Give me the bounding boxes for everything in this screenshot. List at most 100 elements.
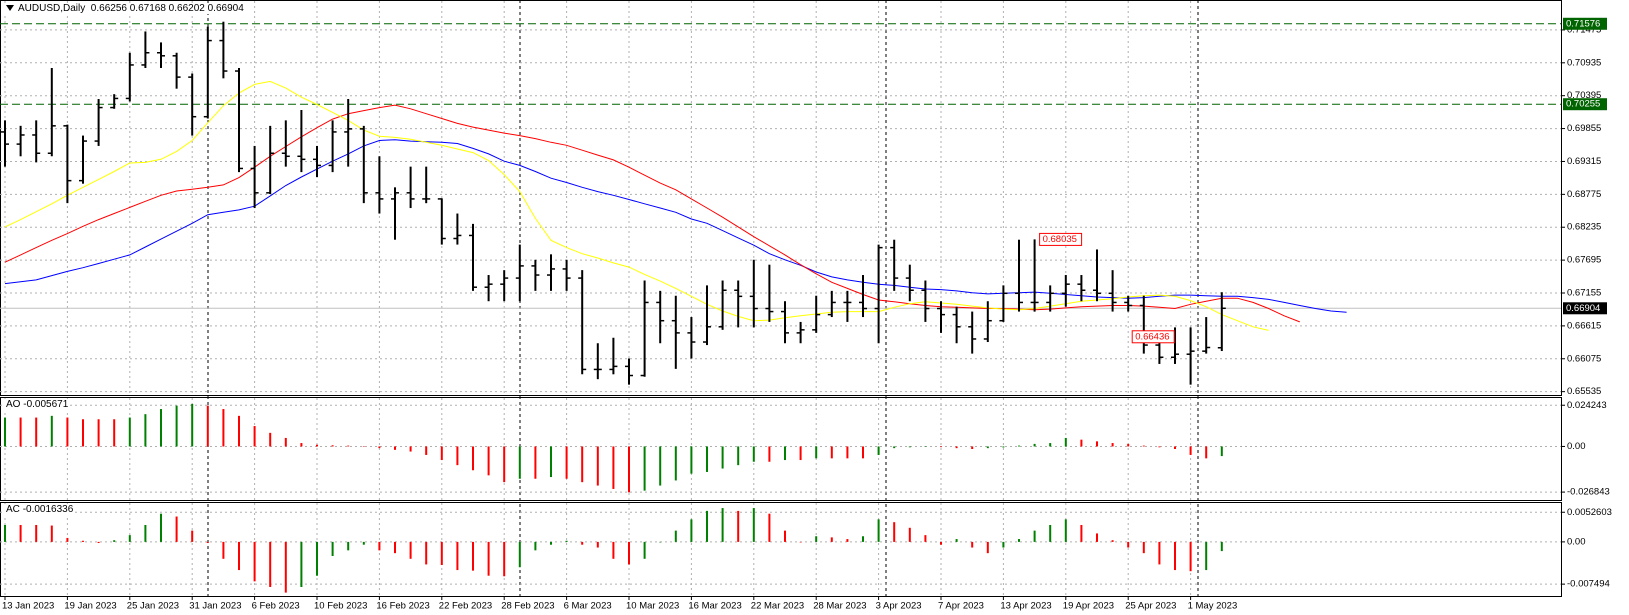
oscillator-bar: [222, 541, 225, 559]
oscillator-bar: [238, 541, 240, 571]
y-tick-label: 0.71475: [1567, 24, 1601, 35]
oscillator-bar: [955, 446, 958, 449]
x-tick-label: 13 Jan 2023: [2, 601, 54, 612]
oscillator-bar: [1049, 443, 1052, 447]
oscillator-bar: [394, 541, 396, 554]
oscillator-bar: [1174, 541, 1176, 571]
oscillator-bar: [612, 446, 615, 489]
oscillator-bar: [565, 540, 568, 542]
oscillator-bar: [1080, 439, 1083, 447]
oscillator-bar: [1174, 446, 1176, 449]
oscillator-bar: [830, 446, 833, 459]
y-tick-label: 0.024243: [1567, 400, 1607, 411]
moving-average: [4, 80, 1269, 331]
oscillator-bar: [35, 524, 38, 542]
oscillator-bar: [1127, 443, 1130, 447]
oscillator-bar: [1018, 445, 1020, 447]
y-tick-label: 0.65535: [1567, 386, 1601, 397]
oscillator-bar: [347, 541, 350, 551]
oscillator-bar: [721, 508, 724, 542]
oscillator-bar: [1111, 540, 1114, 542]
oscillator-bar: [940, 541, 942, 545]
current-price-label: 0.66904: [1566, 303, 1600, 314]
oscillator-bar: [269, 432, 272, 447]
oscillator-bar: [300, 443, 303, 447]
oscillator-bar: [409, 446, 412, 452]
oscillator-bar: [924, 446, 927, 447]
oscillator-bar: [737, 446, 740, 466]
oscillator-bar: [175, 516, 178, 542]
ao-name: AO: [6, 399, 21, 410]
oscillator-bar: [706, 510, 708, 542]
x-tick-label: 10 Mar 2023: [626, 601, 679, 612]
oscillator-bar: [706, 446, 708, 472]
x-tick-label: 22 Feb 2023: [439, 601, 492, 612]
x-tick-label: 31 Jan 2023: [189, 601, 241, 612]
price-annotation: 0.68035: [1043, 234, 1077, 245]
oscillator-bar: [1064, 519, 1067, 542]
ao-header: AO -0.005671: [4, 399, 71, 410]
oscillator-bar: [1033, 530, 1036, 542]
oscillator-bar: [1064, 437, 1067, 447]
oscillator-bar: [518, 446, 521, 479]
oscillator-bar: [97, 541, 100, 544]
y-tick-label: -0.007494: [1567, 579, 1610, 590]
ac-value: -0.0016336: [22, 504, 74, 515]
moving-average: [4, 139, 1347, 313]
oscillator-bar: [440, 446, 443, 461]
x-tick-label: 13 Apr 2023: [1000, 601, 1051, 612]
oscillator-bar: [50, 525, 53, 542]
oscillator-bar: [316, 541, 318, 576]
x-tick-label: 1 May 2023: [1188, 601, 1238, 612]
oscillator-bar: [4, 417, 6, 447]
oscillator-bar: [1189, 446, 1192, 455]
current-price-box: [1563, 302, 1607, 315]
oscillator-bar: [893, 446, 896, 449]
oscillator-bar: [1142, 445, 1145, 447]
oscillator-bar: [82, 540, 84, 542]
oscillator-bar: [986, 541, 989, 554]
oscillator-bar: [269, 541, 272, 587]
oscillator-bar: [690, 446, 693, 474]
oscillator-bar: [4, 524, 6, 542]
oscillator-bar: [425, 446, 428, 455]
oscillator-bar: [721, 446, 724, 469]
oscillator-bar: [924, 535, 927, 542]
price-annotation-box: [1131, 330, 1175, 344]
oscillator-bar: [752, 508, 755, 542]
oscillator-bar: [206, 405, 209, 447]
oscillator-bar: [971, 541, 974, 548]
oscillator-bar: [534, 541, 537, 551]
oscillator-bar: [378, 446, 381, 449]
oscillator-bar: [768, 513, 771, 542]
oscillator-bar: [581, 446, 584, 483]
oscillator-bar: [1080, 524, 1083, 542]
oscillator-bar: [768, 446, 771, 462]
oscillator-bar: [518, 541, 521, 568]
oscillator-bar: [737, 510, 740, 542]
y-tick-label: 0.67695: [1567, 255, 1601, 266]
oscillator-bar: [534, 446, 537, 479]
oscillator-bar: [50, 415, 53, 447]
oscillator-bar: [19, 417, 22, 447]
oscillator-bar: [830, 537, 833, 542]
oscillator-bar: [66, 417, 69, 447]
oscillator-bar: [550, 446, 552, 478]
oscillator-bar: [596, 541, 599, 548]
oscillator-bar: [409, 541, 412, 559]
level-label: 0.71576: [1566, 18, 1600, 29]
oscillator-bar: [1127, 541, 1130, 548]
oscillator-bar: [659, 541, 662, 543]
symbol: AUDUSD,Daily: [18, 3, 86, 14]
y-tick-label: 0.67155: [1567, 288, 1601, 299]
y-tick-label: 0.00: [1567, 441, 1586, 452]
oscillator-bar: [581, 541, 584, 545]
oscillator-bar: [1158, 446, 1161, 448]
oscillator-bar: [238, 415, 240, 447]
oscillator-bar: [612, 541, 615, 559]
oscillator-bar: [862, 536, 864, 542]
oscillator-bar: [815, 446, 818, 459]
price-annotation: 0.66436: [1135, 331, 1169, 342]
oscillator-bar: [456, 541, 459, 571]
x-tick-label: 7 Apr 2023: [938, 601, 984, 612]
